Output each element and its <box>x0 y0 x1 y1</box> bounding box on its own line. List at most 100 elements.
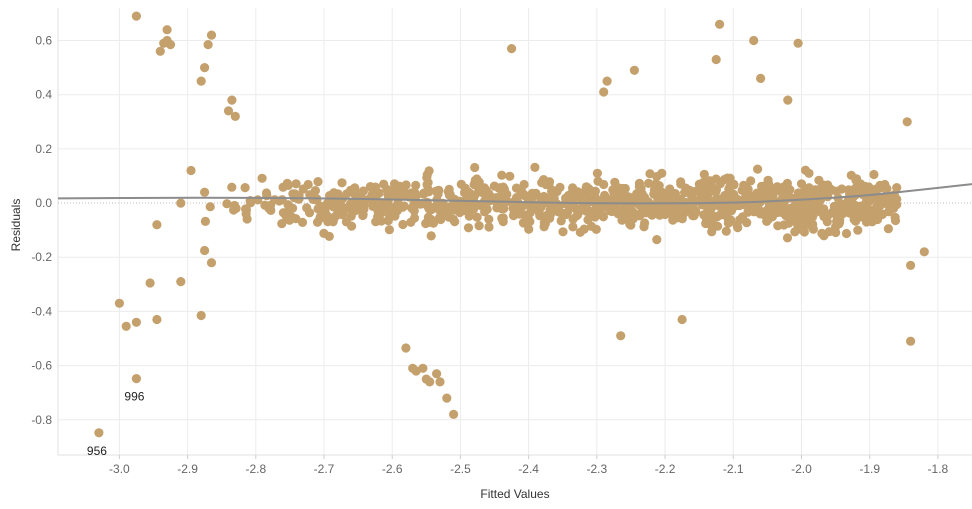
data-point <box>785 215 795 226</box>
data-point <box>537 178 547 188</box>
x-tick-label: -2.1 <box>723 462 744 476</box>
data-point <box>155 46 165 56</box>
data-point <box>590 186 601 196</box>
data-point <box>261 188 272 198</box>
data-point <box>186 165 196 176</box>
data-point <box>654 181 664 191</box>
data-point <box>883 197 894 207</box>
data-point <box>855 179 866 189</box>
data-point <box>284 204 295 214</box>
data-point <box>484 189 494 199</box>
data-point <box>223 106 234 116</box>
data-point <box>701 215 712 225</box>
data-point <box>793 38 803 48</box>
data-point <box>600 190 610 200</box>
data-point <box>530 162 540 172</box>
data-point <box>715 19 725 29</box>
data-point <box>508 211 519 221</box>
data-point <box>231 203 241 213</box>
data-point <box>798 212 809 222</box>
data-point <box>450 217 460 227</box>
data-point <box>531 188 541 198</box>
data-point <box>711 174 721 184</box>
data-point <box>892 194 902 204</box>
data-point <box>621 213 632 223</box>
y-tick-label: -0.8 <box>31 413 52 427</box>
data-point <box>520 190 530 200</box>
data-point <box>379 179 389 189</box>
data-point <box>524 224 534 234</box>
y-tick-label: 0.2 <box>35 142 52 156</box>
data-point <box>435 377 445 387</box>
data-point <box>333 189 343 199</box>
data-point <box>764 200 775 210</box>
data-point <box>822 217 832 227</box>
data-point <box>384 225 394 235</box>
data-point <box>346 185 356 195</box>
data-point <box>456 204 466 214</box>
data-point <box>328 217 338 227</box>
data-point <box>176 277 186 287</box>
data-point <box>729 180 739 190</box>
data-point <box>890 215 901 226</box>
data-point <box>558 227 568 237</box>
y-tick-label: 0.6 <box>35 34 52 48</box>
data-point <box>505 171 515 181</box>
x-axis-ticks: -3.0 -2.9 -2.8 -2.7 -2.6 -2.5 -2.4 -2.3 -2.2 -2.1… <box>109 455 949 476</box>
data-point <box>706 203 716 213</box>
data-point <box>592 168 603 178</box>
data-point <box>707 227 717 237</box>
data-point <box>285 215 295 225</box>
data-point <box>877 209 887 219</box>
data-point <box>507 44 517 54</box>
data-point <box>492 203 502 213</box>
data-point <box>659 203 669 214</box>
data-point <box>627 206 637 216</box>
data-point <box>687 192 697 202</box>
data-point <box>401 189 411 199</box>
data-point <box>858 212 869 222</box>
data-point <box>572 211 582 221</box>
data-point <box>401 343 411 353</box>
data-point <box>776 197 787 207</box>
data-point <box>367 190 377 200</box>
data-point <box>432 369 442 379</box>
data-point <box>869 169 879 180</box>
data-point <box>206 258 217 268</box>
data-point <box>634 178 645 188</box>
data-point <box>632 195 643 205</box>
data-point <box>222 199 232 209</box>
data-point <box>590 212 600 222</box>
data-point <box>847 199 858 209</box>
data-point <box>800 165 811 175</box>
data-point <box>472 212 482 222</box>
data-point <box>676 179 686 189</box>
data-point <box>449 409 459 419</box>
x-tick-label: -3.0 <box>109 462 130 476</box>
x-tick-label: -2.8 <box>245 462 266 476</box>
data-point <box>824 227 834 237</box>
data-point <box>319 228 329 238</box>
data-point <box>245 198 256 208</box>
data-point <box>376 208 386 218</box>
data-point <box>741 183 751 193</box>
data-point <box>428 218 439 228</box>
data-point <box>548 186 559 196</box>
data-point <box>691 206 701 216</box>
data-point <box>196 76 206 86</box>
data-point <box>808 224 819 234</box>
data-point <box>425 377 435 387</box>
data-point <box>619 204 630 214</box>
data-point <box>705 187 715 197</box>
data-point <box>793 188 804 198</box>
data-point <box>421 218 431 229</box>
data-point <box>749 35 759 46</box>
data-point <box>756 73 766 83</box>
data-point <box>390 182 400 192</box>
data-point <box>657 168 667 178</box>
data-point <box>415 199 425 209</box>
data-point <box>297 217 308 227</box>
data-point <box>652 235 662 245</box>
data-point <box>418 363 428 373</box>
data-point <box>313 204 323 214</box>
